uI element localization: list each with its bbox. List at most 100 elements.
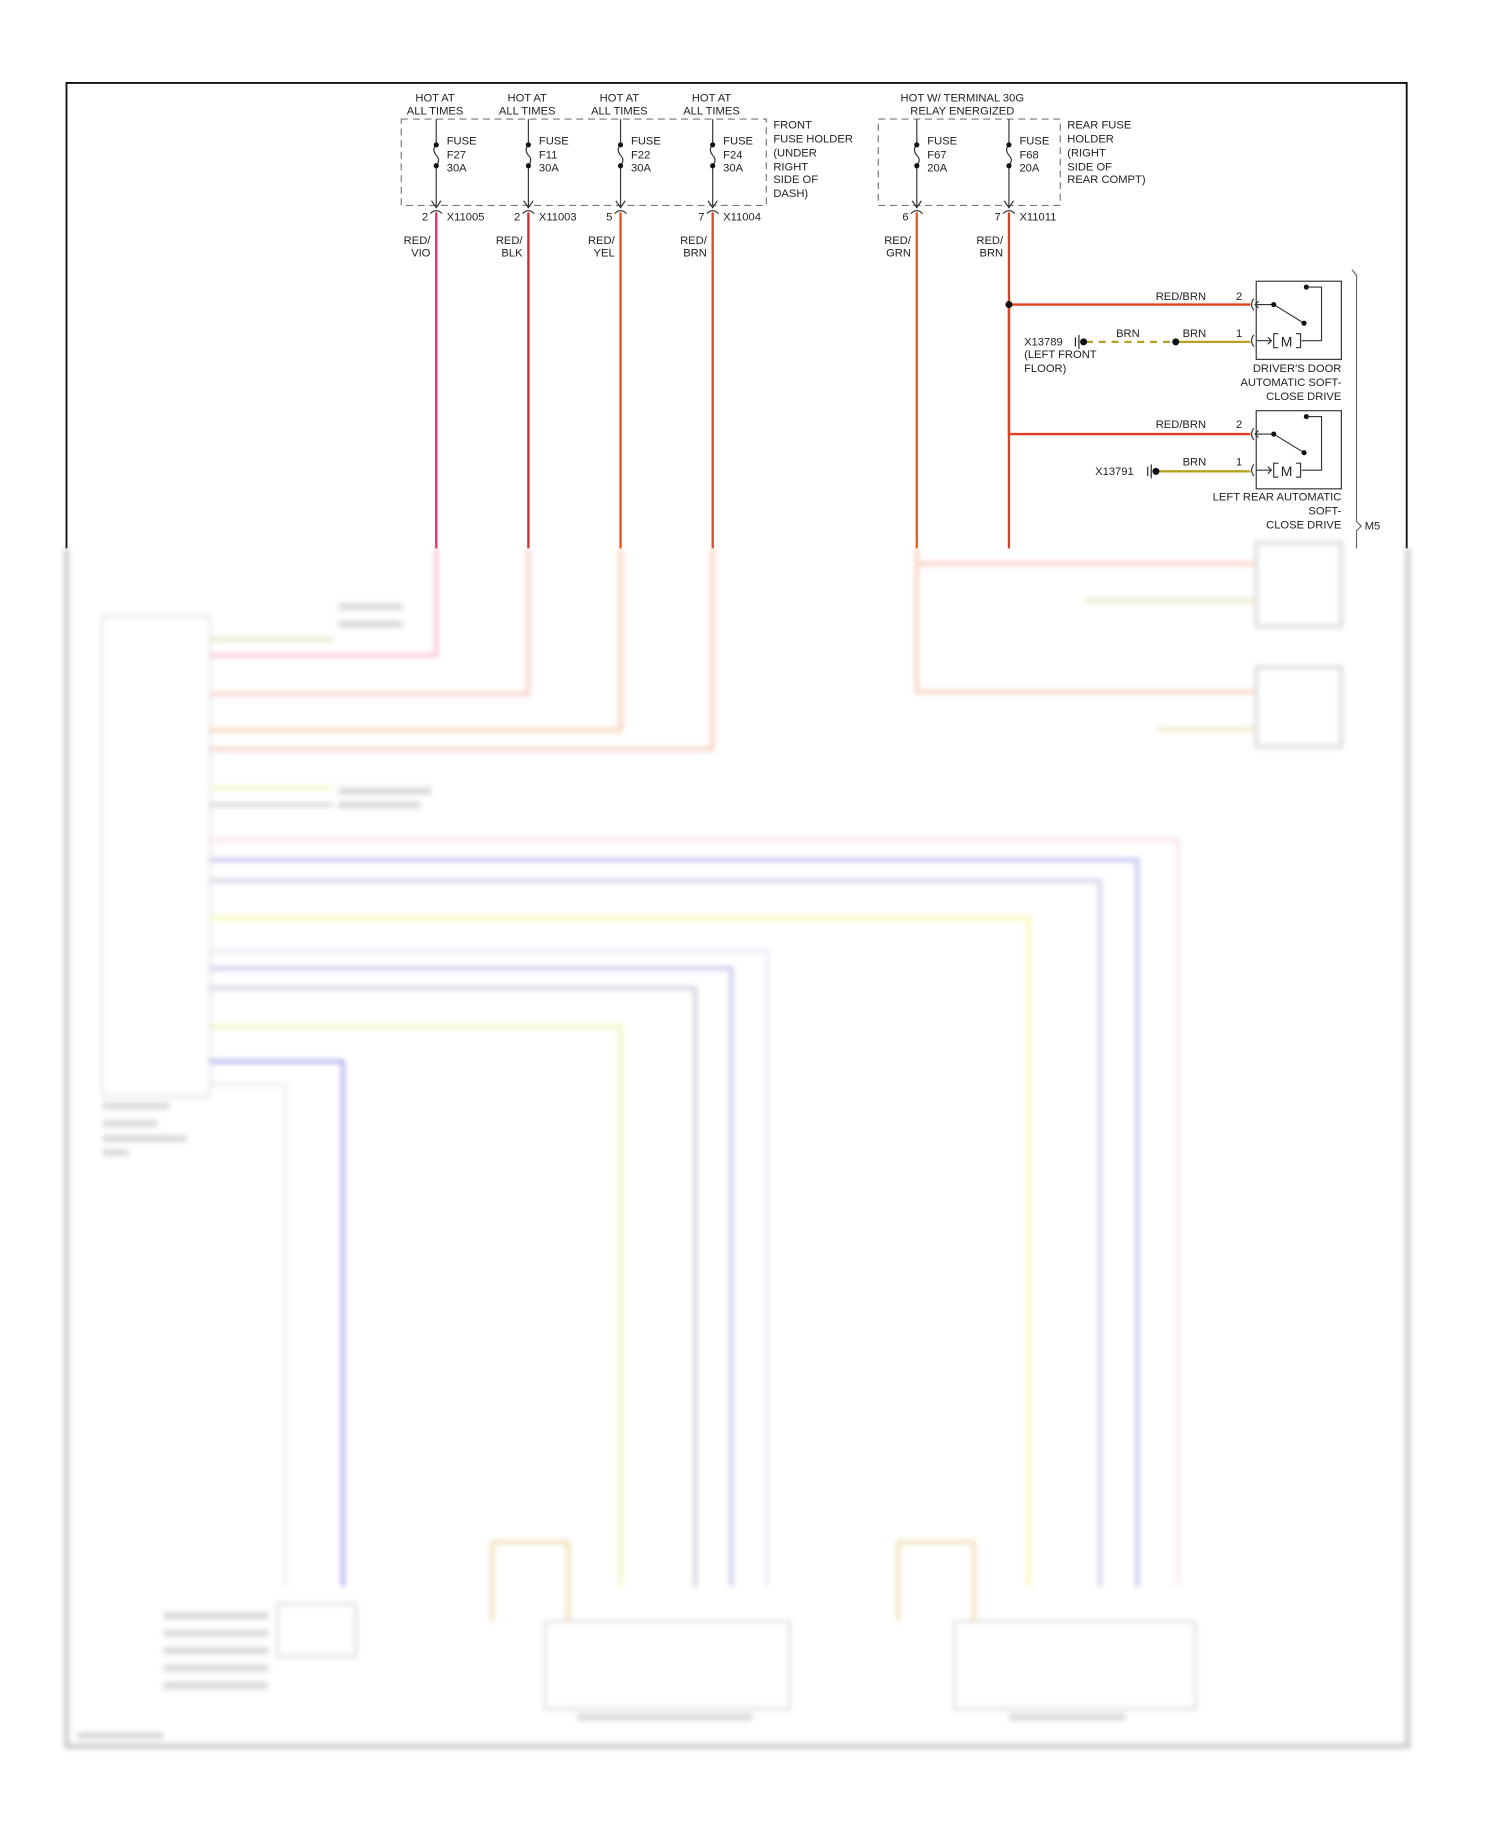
pin-label: 6 <box>902 212 908 224</box>
component-label: SOFT- <box>1308 506 1341 518</box>
fuse-label: FUSE <box>927 136 957 148</box>
fuse-id: F68 <box>1019 150 1038 162</box>
ground-label: X13791 <box>1095 466 1134 478</box>
pin-label: 1 <box>1236 328 1242 340</box>
connector-icon <box>522 200 535 214</box>
wire-label: RED/ <box>884 235 912 247</box>
svg-text:DASH): DASH) <box>773 188 808 200</box>
pin-label: 7 <box>698 212 704 224</box>
connector-label: X11003 <box>539 212 577 224</box>
rear-hot-label: HOT W/ TERMINAL 30G <box>901 93 1025 105</box>
wire-label: BRN <box>1116 328 1140 340</box>
svg-text:REAR COMPT): REAR COMPT) <box>1067 174 1146 186</box>
connector-icon <box>429 200 443 214</box>
blurred-preview-region <box>64 541 1411 1749</box>
fuse-terminal <box>525 142 531 148</box>
wire-label: RED/BRN <box>1156 291 1206 303</box>
fuse-label: FUSE <box>447 136 477 148</box>
wire-label: RED/BRN <box>1156 419 1206 431</box>
splice-dot <box>1172 338 1180 346</box>
hot-label: HOT AT <box>415 93 455 105</box>
front-holder-label: FRONT FUSE HOLDER (UNDER RIGHT SIDE OF D… <box>773 119 853 200</box>
pin-label: 2 <box>422 212 428 224</box>
connector-icon <box>614 200 627 214</box>
ground-location: (LEFT FRONT <box>1024 349 1097 361</box>
switch-contact <box>1301 320 1307 326</box>
fuse-icon <box>617 144 624 167</box>
ground-icon <box>1074 334 1088 349</box>
rear-fuse-holder-box <box>877 118 1061 206</box>
wire-label: BRN <box>979 248 1003 260</box>
fuse-id: F24 <box>723 150 742 162</box>
motor-label: M <box>1281 463 1293 479</box>
drivers-door-soft-close-drive: M <box>1250 280 1342 360</box>
fuse-icon <box>913 144 920 167</box>
connector-icon <box>910 200 924 214</box>
fuse-terminal <box>1006 142 1012 148</box>
wire-label: RED/ <box>404 235 432 247</box>
ground-label: X13789 <box>1024 336 1063 348</box>
fuse-terminal <box>433 142 439 148</box>
fuse-label: FUSE <box>1019 136 1049 148</box>
fuse-id: F22 <box>631 150 650 162</box>
internal-wire <box>1301 415 1323 471</box>
fuse-rating: 30A <box>631 163 651 175</box>
svg-text:REAR FUSE: REAR FUSE <box>1067 119 1131 131</box>
fuse-terminal <box>914 142 920 148</box>
fuse-label: FUSE <box>631 136 661 148</box>
group-bracket <box>1351 269 1363 549</box>
fuse-rating: 30A <box>723 163 743 175</box>
fuse-id: F27 <box>447 150 466 162</box>
svg-text:SIDE OF: SIDE OF <box>1067 161 1112 173</box>
pin-label: 7 <box>995 212 1001 224</box>
component-label: AUTOMATIC SOFT- <box>1240 377 1341 389</box>
fuse-id: F11 <box>539 150 557 162</box>
svg-text:RIGHT: RIGHT <box>773 161 808 173</box>
svg-text:SIDE OF: SIDE OF <box>773 174 818 186</box>
wire-label: RED/ <box>976 235 1004 247</box>
fuse-icon <box>433 144 440 167</box>
group-label: M5 <box>1365 521 1381 533</box>
hot-label: ALL TIMES <box>499 105 556 117</box>
component-label: CLOSE DRIVE <box>1266 520 1341 532</box>
component-label: LEFT REAR AUTOMATIC <box>1213 492 1342 504</box>
switch-pivot <box>1271 431 1277 437</box>
fuse-terminal <box>433 163 439 169</box>
wire-label: BRN <box>1183 328 1207 340</box>
fuse-icon <box>1006 144 1012 167</box>
wire-label: RED/ <box>680 235 708 247</box>
wire-label: RED/ <box>496 235 524 247</box>
splice-dot <box>1005 301 1013 309</box>
fuse-icon <box>525 144 532 167</box>
hot-label: HOT AT <box>692 93 732 105</box>
fuse-id: F67 <box>927 150 946 162</box>
component-label: CLOSE DRIVE <box>1266 391 1341 403</box>
component-box <box>1255 410 1342 490</box>
svg-text:HOLDER: HOLDER <box>1067 133 1114 145</box>
switch-icon <box>1256 303 1305 324</box>
wire-label: YEL <box>594 248 615 260</box>
fuse-terminal <box>914 163 920 169</box>
svg-text:(UNDER: (UNDER <box>773 147 817 159</box>
fuse-label: FUSE <box>723 136 753 148</box>
connector-label: X11005 <box>447 212 485 224</box>
pin-label: 1 <box>1236 457 1242 469</box>
wire-label: VIO <box>411 248 431 260</box>
switch-contact <box>1301 450 1307 456</box>
fuse-rating: 20A <box>927 163 947 175</box>
fuse-terminal <box>710 142 716 148</box>
pin-label: 2 <box>1236 291 1242 303</box>
wire-label: BLK <box>501 248 523 260</box>
connector-icon <box>706 200 719 214</box>
rear-holder-label: REAR FUSE HOLDER (RIGHT SIDE OF REAR COM… <box>1067 119 1146 186</box>
svg-text:(RIGHT: (RIGHT <box>1067 147 1106 159</box>
switch-pivot <box>1271 301 1277 308</box>
motor-label: M <box>1281 334 1293 350</box>
ground-location: FLOOR) <box>1024 363 1067 375</box>
svg-text:FUSE HOLDER: FUSE HOLDER <box>773 133 853 145</box>
